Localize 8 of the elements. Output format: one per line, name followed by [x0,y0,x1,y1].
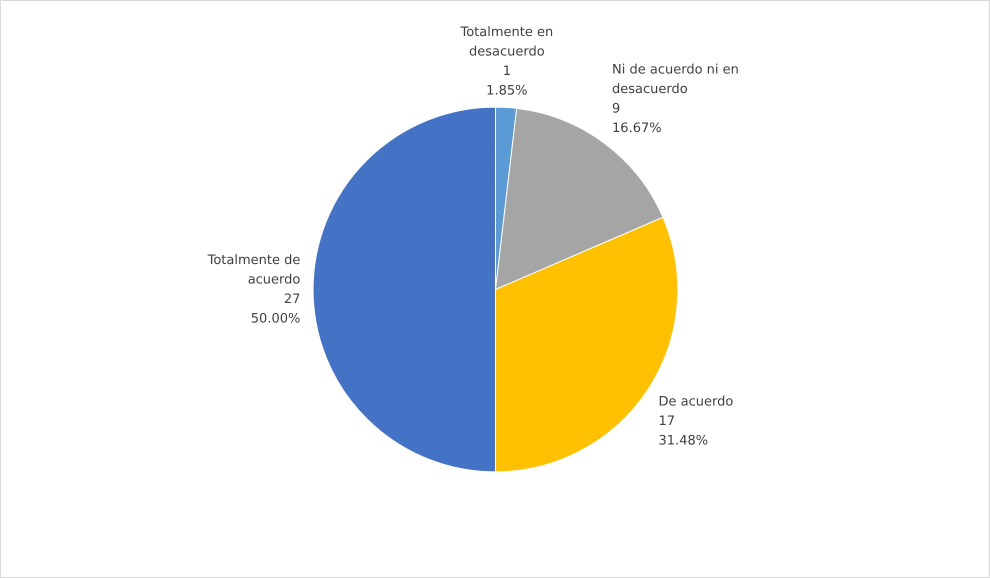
data-label: 9 16.67% [612,102,662,136]
slice-label: Totalmente de acuerdo [206,252,300,288]
slice-label: Totalmente en desacuerdo [459,24,554,60]
slice-label: Ni de acuerdo ni en desacuerdo [612,62,739,97]
slice-label: De acuerdo [658,394,734,410]
data-label: 17 31.48% [658,414,708,449]
data-label: 27 50.00% [250,292,300,326]
data-label: 1 1.85% [486,64,528,98]
